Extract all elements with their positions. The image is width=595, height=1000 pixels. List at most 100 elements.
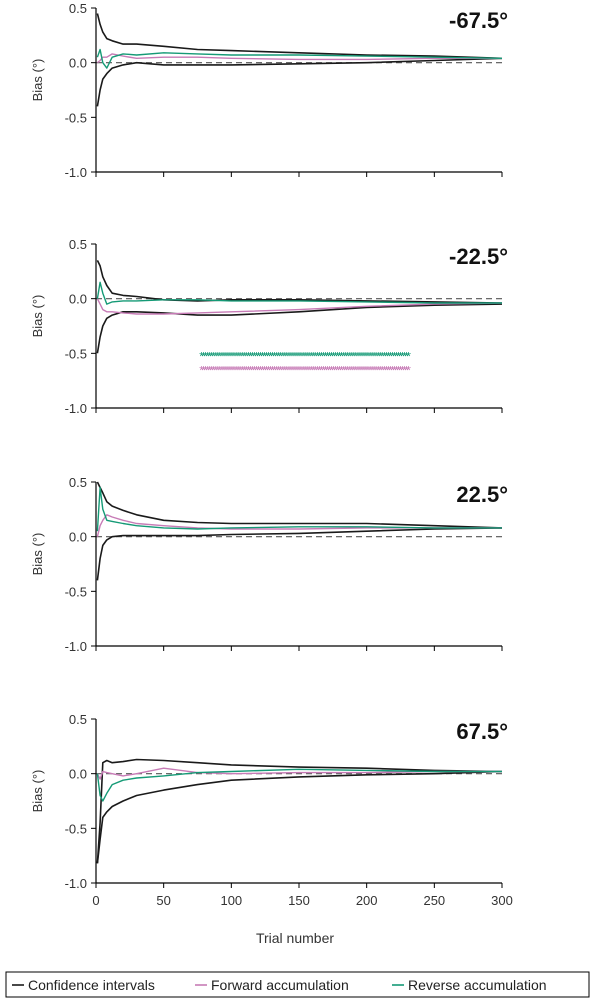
x-tick-label: 300 — [491, 893, 513, 908]
significance-marker: * — [250, 364, 255, 378]
significance-marker: * — [398, 350, 403, 364]
significance-marker: * — [256, 364, 261, 378]
y-tick-label: 0.0 — [69, 530, 87, 545]
significance-marker: * — [276, 350, 281, 364]
significance-marker: * — [224, 350, 229, 364]
significance-marker: * — [256, 350, 261, 364]
significance-marker: * — [343, 364, 348, 378]
y-tick-label: 0.0 — [69, 56, 87, 71]
panel-title: -67.5° — [449, 8, 508, 33]
significance-marker: * — [315, 364, 320, 378]
significance-marker: * — [280, 350, 285, 364]
panel-title: 22.5° — [456, 482, 508, 507]
significance-marker: * — [402, 364, 407, 378]
significance-marker: * — [331, 364, 336, 378]
significance-marker: * — [246, 350, 251, 364]
significance-marker: * — [368, 350, 373, 364]
significance-marker: * — [356, 350, 361, 364]
significance-marker: * — [240, 350, 245, 364]
y-tick-label: 0.5 — [69, 1, 87, 16]
significance-marker: * — [307, 350, 312, 364]
significance-marker: * — [203, 350, 208, 364]
y-axis-label: Bias (°) — [30, 533, 45, 576]
y-tick-label: -0.5 — [65, 584, 87, 599]
y-tick-label: -0.5 — [65, 821, 87, 836]
significance-marker: * — [396, 350, 401, 364]
significance-marker: * — [287, 364, 292, 378]
significance-marker: * — [228, 350, 233, 364]
significance-marker: * — [386, 350, 391, 364]
significance-marker: * — [289, 350, 294, 364]
y-tick-label: 0.5 — [69, 475, 87, 490]
significance-marker: * — [291, 364, 296, 378]
significance-marker: * — [358, 350, 363, 364]
significance-marker: * — [392, 364, 397, 378]
series-line-reverse-accumulation — [96, 768, 502, 802]
significance-marker: * — [303, 350, 308, 364]
significance-marker: * — [386, 364, 391, 378]
significance-marker: * — [287, 350, 292, 364]
legend: Confidence intervals Forward accumulation… — [5, 971, 590, 998]
significance-marker: * — [378, 364, 383, 378]
y-tick-label: -1.0 — [65, 401, 87, 416]
significance-marker: * — [232, 364, 237, 378]
significance-marker: * — [270, 350, 275, 364]
significance-marker: * — [358, 364, 363, 378]
significance-marker: * — [199, 364, 204, 378]
significance-marker: * — [305, 364, 310, 378]
significance-marker: * — [301, 364, 306, 378]
significance-marker: * — [240, 364, 245, 378]
significance-marker: * — [234, 364, 239, 378]
significance-marker: * — [209, 364, 214, 378]
significance-marker: * — [406, 364, 411, 378]
significance-marker: * — [262, 364, 267, 378]
significance-marker: * — [228, 364, 233, 378]
significance-marker: * — [349, 350, 354, 364]
significance-marker: * — [374, 350, 379, 364]
significance-marker: * — [307, 364, 312, 378]
y-tick-label: -1.0 — [65, 165, 87, 180]
panel-title: 67.5° — [456, 719, 508, 744]
significance-marker: * — [209, 350, 214, 364]
y-axis-label: Bias (°) — [30, 770, 45, 813]
significance-marker: * — [236, 350, 241, 364]
y-tick-label: 0.5 — [69, 237, 87, 252]
significance-marker: * — [374, 364, 379, 378]
significance-marker: * — [356, 364, 361, 378]
significance-marker: * — [211, 350, 216, 364]
significance-marker: * — [297, 350, 302, 364]
significance-marker: * — [220, 364, 225, 378]
significance-marker: * — [203, 364, 208, 378]
y-tick-label: 0.5 — [69, 712, 87, 727]
series-line-reverse-accumulation — [96, 281, 502, 305]
significance-marker: * — [380, 364, 385, 378]
y-axis-label: Bias (°) — [30, 59, 45, 102]
significance-marker: * — [295, 350, 300, 364]
x-tick-label: 50 — [156, 893, 170, 908]
series-line-confidence-intervals — [96, 57, 503, 107]
significance-marker: * — [364, 350, 369, 364]
significance-marker: * — [327, 350, 332, 364]
significance-marker: * — [207, 364, 212, 378]
legend-box — [5, 971, 590, 998]
significance-marker: * — [226, 350, 231, 364]
significance-marker: * — [299, 350, 304, 364]
significance-marker: * — [311, 350, 316, 364]
significance-marker: * — [297, 364, 302, 378]
significance-marker: * — [222, 364, 227, 378]
significance-marker: * — [201, 364, 206, 378]
significance-markers-reverse-accumulation: ****************************************… — [199, 350, 411, 364]
significance-marker: * — [309, 364, 314, 378]
significance-marker: * — [343, 350, 348, 364]
significance-marker: * — [339, 350, 344, 364]
significance-marker: * — [215, 350, 220, 364]
significance-marker: * — [264, 364, 269, 378]
chart-panel-3: 0.5 0.0 -0.5 -1.0 Bias (°) 22.5° — [30, 475, 508, 654]
significance-marker: * — [333, 364, 338, 378]
significance-marker: * — [252, 350, 257, 364]
significance-marker: * — [404, 364, 409, 378]
significance-marker: * — [205, 350, 210, 364]
significance-marker: * — [313, 364, 318, 378]
significance-markers-forward-accumulation: ****************************************… — [199, 364, 411, 378]
